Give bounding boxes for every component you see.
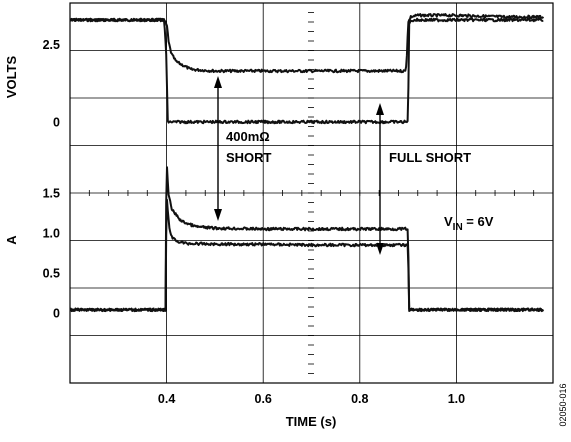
annotation-short-line1: 400mΩ — [226, 129, 270, 144]
annotation-vin-main: V — [444, 214, 453, 229]
x-tick-label: 0.6 — [255, 392, 272, 406]
y-tick-label-lower: 0.5 — [43, 267, 60, 281]
full-short-arrow-head-down — [376, 243, 384, 255]
y-tick-label-lower: 1.5 — [43, 187, 60, 201]
x-tick-label: 0.4 — [158, 392, 175, 406]
annotation-short-line2: SHORT — [226, 150, 272, 165]
short-arrow-head-down — [214, 209, 222, 221]
annotation-vin: VIN = 6V — [444, 214, 494, 233]
y-axis-label-lower: A — [4, 235, 19, 245]
arrows — [214, 76, 384, 255]
y-tick-label-lower: 0 — [53, 307, 60, 321]
annotation-vin-sub: IN — [453, 222, 463, 233]
annotation-full-short: FULL SHORT — [389, 150, 471, 165]
grid — [69, 2, 554, 384]
trace-lower-3 — [69, 198, 545, 313]
short-arrow-head-up — [214, 76, 222, 88]
x-tick-label: 0.8 — [351, 392, 368, 406]
full-short-arrow-head-up — [376, 103, 384, 115]
y-tick-label-lower: 1.0 — [43, 227, 60, 241]
traces — [69, 13, 545, 313]
annotation-vin-rest: = 6V — [463, 214, 494, 229]
y-tick-label-upper: 0 — [53, 115, 60, 129]
y-tick-label-upper: 2.5 — [43, 38, 60, 52]
trace-upper-1 — [69, 17, 544, 125]
y-axis-label-upper: VOLTS — [4, 55, 19, 98]
figure-id: 02050-016 — [558, 383, 568, 426]
x-tick-label: 1.0 — [448, 392, 465, 406]
x-axis-label: TIME (s) — [286, 414, 337, 429]
tick-labels: 0.4 0.6 0.8 1.0 2.5 0 1.5 1.0 0.5 0 — [43, 38, 466, 406]
